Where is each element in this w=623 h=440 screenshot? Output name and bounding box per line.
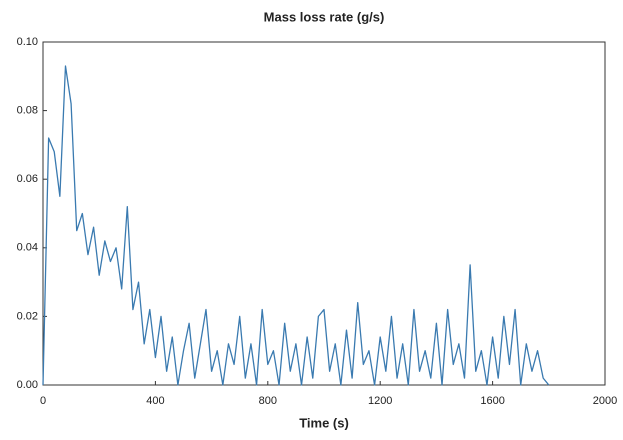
chart-title: Mass loss rate (g/s): [264, 9, 385, 24]
y-tick-label: 0.04: [17, 242, 38, 254]
y-tick-label: 0.00: [17, 379, 38, 391]
y-tick-label: 0.08: [17, 105, 38, 117]
x-tick-label: 1200: [368, 395, 392, 407]
y-tick-label: 0.06: [17, 173, 38, 185]
x-tick-label: 800: [259, 395, 277, 407]
y-tick-label: 0.02: [17, 310, 38, 322]
x-tick-label: 400: [146, 395, 164, 407]
x-tick-label: 2000: [593, 395, 617, 407]
x-axis-label: Time (s): [299, 415, 349, 430]
y-tick-label: 0.10: [17, 36, 38, 48]
plot-frame: [42, 41, 606, 386]
x-tick-label: 1600: [480, 395, 504, 407]
x-tick-label: 0: [40, 395, 46, 407]
data-line: [42, 65, 550, 386]
